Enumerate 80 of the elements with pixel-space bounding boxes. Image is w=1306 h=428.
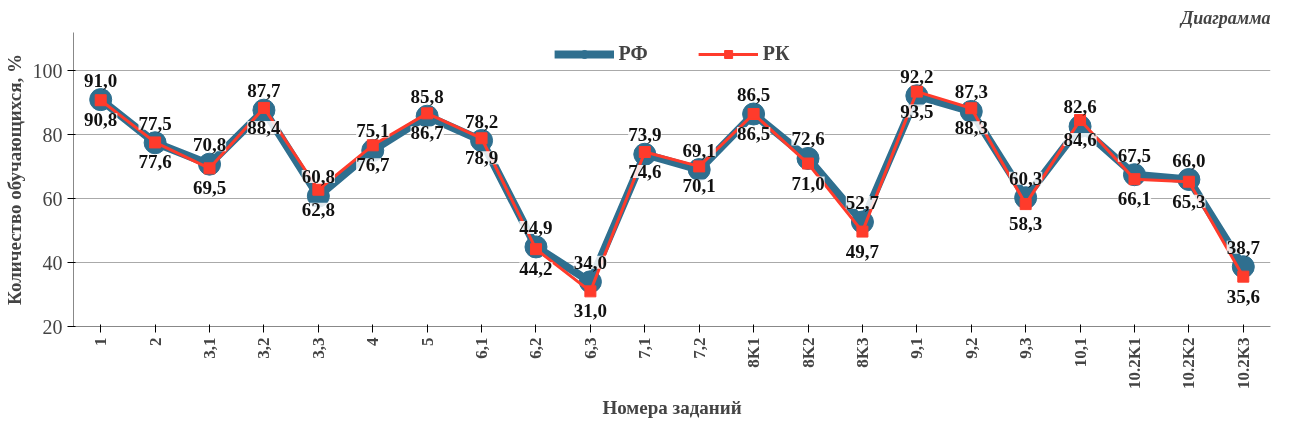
data-label: 76,7 <box>356 154 390 176</box>
legend-label: РФ <box>618 42 648 65</box>
data-label: 84,6 <box>1063 129 1097 151</box>
x-tick-label: 8K2 <box>798 337 818 368</box>
data-label: 44,2 <box>519 258 553 280</box>
data-label: 85,8 <box>410 86 444 108</box>
data-label: 38,7 <box>1226 236 1261 258</box>
x-tick-label: 7,1 <box>635 337 655 359</box>
data-label: 62,8 <box>301 198 335 220</box>
data-label: 88,4 <box>247 116 282 138</box>
x-tick-label: 10.2K2 <box>1179 337 1199 389</box>
data-label: 87,7 <box>247 80 282 102</box>
x-tick-label: 9,2 <box>961 337 981 359</box>
x-tick-label: 8K1 <box>744 337 764 368</box>
data-label: 91,0 <box>84 69 118 91</box>
point <box>1019 198 1032 211</box>
data-label: 52,7 <box>845 192 880 213</box>
data-label: 75,1 <box>356 120 390 142</box>
x-tick-label: 9,3 <box>1016 337 1036 359</box>
x-tick-label: 6,3 <box>580 337 600 359</box>
data-label: 69,1 <box>682 139 716 161</box>
data-label: 31,0 <box>573 300 608 322</box>
data-label: 73,9 <box>628 124 662 146</box>
data-label: 70,1 <box>682 175 716 197</box>
legend-label: РК <box>762 42 790 65</box>
x-tick-label: 2 <box>145 337 165 346</box>
x-tick-label: 3,1 <box>200 337 220 359</box>
data-label: 86,5 <box>736 83 771 105</box>
data-label: 74,6 <box>628 161 662 183</box>
data-label: 34,0 <box>573 251 608 273</box>
data-label: 77,5 <box>138 112 172 134</box>
data-label: 86,5 <box>736 122 771 144</box>
x-tick-label: 10.2K3 <box>1233 337 1253 389</box>
point <box>584 285 597 298</box>
data-label: 67,5 <box>1117 144 1152 166</box>
data-label: 71,0 <box>791 172 825 194</box>
data-label: 78,9 <box>464 147 499 169</box>
data-label: 72,6 <box>791 128 825 150</box>
y-tick-label: 100 <box>32 59 63 82</box>
x-tick-label: 10,1 <box>1070 337 1090 368</box>
data-label: 77,6 <box>138 151 172 173</box>
data-label: 65,3 <box>1172 190 1206 212</box>
data-label: 87,3 <box>954 81 988 103</box>
y-axis-title: Количество обучающихся, % <box>3 54 25 305</box>
x-tick-label: 6,1 <box>472 337 492 359</box>
data-label: 92,2 <box>900 65 934 87</box>
data-label: 58,3 <box>1009 213 1043 235</box>
data-label: 82,6 <box>1063 96 1097 118</box>
x-axis-title: Номера заданий <box>602 396 742 418</box>
x-tick-label: 3,2 <box>254 337 274 359</box>
data-label: 35,6 <box>1226 285 1260 307</box>
y-tick-label: 60 <box>42 187 63 210</box>
data-label: 44,9 <box>519 216 553 238</box>
x-tick-label: 4 <box>363 337 383 346</box>
data-label: 60,3 <box>1009 167 1043 189</box>
y-tick-label: 80 <box>42 123 63 146</box>
x-tick-label: 3,3 <box>308 337 328 359</box>
x-tick-label: 1 <box>91 337 111 346</box>
data-label: 66,0 <box>1172 149 1206 171</box>
text: Диаграмма <box>1178 7 1271 28</box>
data-label: 66,1 <box>1117 188 1152 210</box>
point <box>856 225 869 238</box>
x-tick-label: 9,1 <box>907 337 927 359</box>
x-tick-label: 8K3 <box>852 337 872 368</box>
data-label: 60,8 <box>301 166 335 188</box>
data-label: 90,8 <box>84 109 118 131</box>
x-tick-label: 10.2K1 <box>1124 337 1144 389</box>
x-tick-label: 7,2 <box>689 337 709 359</box>
y-tick-label: 20 <box>42 315 63 338</box>
data-label: 88,3 <box>954 117 988 139</box>
data-label: 70,8 <box>192 134 227 156</box>
y-tick-label: 40 <box>42 251 63 274</box>
point <box>1237 270 1250 283</box>
x-tick-label: 5 <box>417 337 437 346</box>
data-label: 49,7 <box>845 240 880 262</box>
data-label: 86,7 <box>410 122 445 144</box>
data-label: 93,5 <box>900 100 934 122</box>
data-label: 69,5 <box>192 177 227 199</box>
data-label: 78,2 <box>464 110 499 132</box>
x-tick-label: 6,2 <box>526 337 546 359</box>
